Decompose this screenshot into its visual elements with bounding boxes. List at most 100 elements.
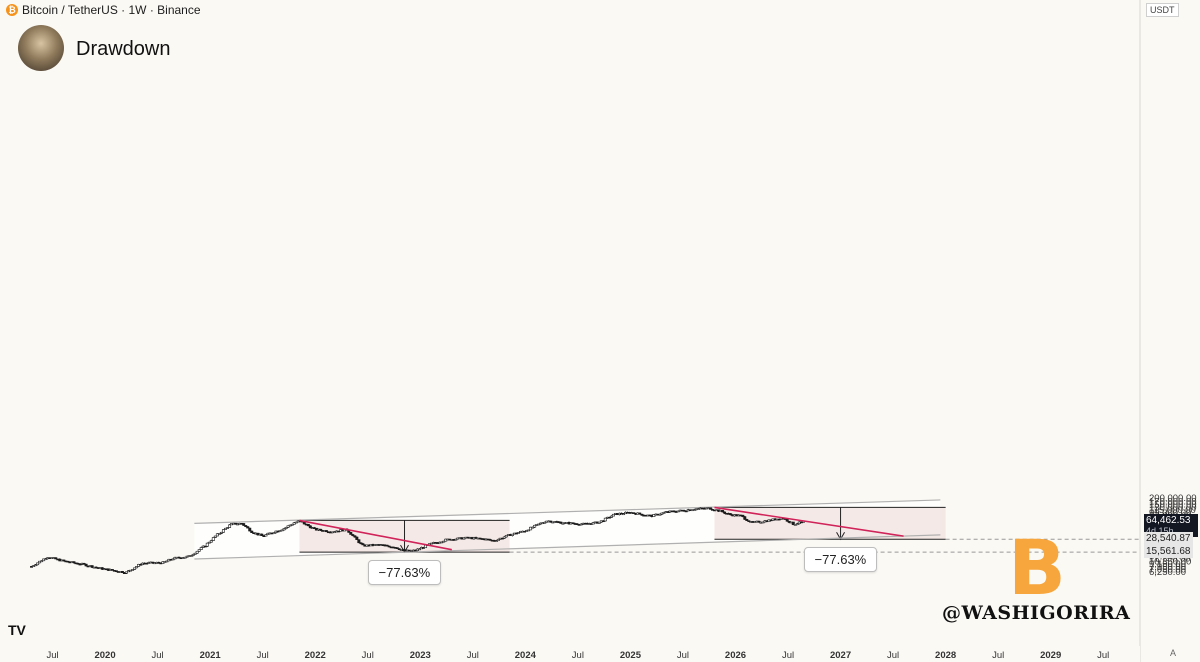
candle-body — [195, 550, 199, 554]
downtrend-line-1 — [714, 506, 904, 537]
y-tick-label: 10,350.00 — [1149, 556, 1191, 567]
axis-unit-selector[interactable]: USDT — [1146, 3, 1179, 17]
candle-body — [676, 510, 680, 513]
x-tick-label: Jul — [677, 650, 689, 661]
candle-body — [531, 526, 535, 529]
y-tick-label: 200,000.00 — [1149, 493, 1197, 504]
candle-body — [219, 531, 223, 534]
candle-body — [205, 542, 209, 547]
candle-body — [199, 547, 203, 550]
candle-body — [40, 560, 44, 563]
candle-body — [359, 542, 363, 545]
x-tick-label: Jul — [782, 650, 794, 661]
candle-body — [537, 523, 541, 526]
candle-body — [395, 547, 399, 550]
candle-body — [351, 534, 355, 536]
candle-body — [250, 530, 254, 533]
candle-body — [211, 537, 215, 541]
candle-body — [543, 521, 547, 524]
candle-body — [795, 523, 799, 525]
candle-body — [385, 544, 389, 547]
candle-body — [264, 534, 268, 537]
candle-body — [658, 513, 662, 516]
candle-body — [708, 507, 712, 510]
candle-body — [622, 513, 626, 516]
candle-body — [502, 536, 506, 539]
candle-body — [54, 557, 58, 560]
bitcoin-icon: ₿ — [6, 4, 18, 16]
candle-body — [32, 565, 36, 567]
symbol-label: Bitcoin / TetherUS · 1W · Binance — [22, 3, 201, 17]
candle-body — [417, 548, 421, 551]
candle-body — [747, 520, 751, 522]
tradingview-logo: TV — [8, 622, 26, 638]
candle-body — [114, 570, 118, 572]
bar-countdown: 4d 15h — [1146, 525, 1174, 536]
candle-body — [745, 519, 749, 521]
y-tick-label: 150,000.00 — [1149, 499, 1197, 510]
candle-body — [527, 529, 531, 532]
candle-body — [246, 526, 250, 529]
candle-body — [244, 525, 248, 527]
candle-body — [504, 534, 508, 538]
x-tick-label: Jul — [1097, 650, 1109, 661]
y-tick-label: 99,000.00 — [1149, 508, 1191, 519]
candle-body — [294, 521, 298, 524]
y-tick-label: 11,750.00 — [1149, 554, 1191, 565]
candle-body — [110, 569, 114, 571]
candle-body — [442, 540, 446, 543]
candle-body — [292, 522, 296, 525]
candle-body — [44, 558, 48, 561]
candle-body — [603, 517, 607, 522]
candle-body — [72, 561, 76, 564]
x-tick-label: 2029 — [1040, 650, 1061, 661]
candle-body — [171, 558, 175, 561]
candle-body — [133, 567, 137, 570]
candle-body — [280, 529, 284, 532]
candles — [30, 507, 805, 575]
candle-body — [272, 532, 276, 534]
candle-body — [761, 521, 765, 524]
candle-body — [684, 510, 688, 513]
candle-body — [533, 524, 537, 528]
candle-body — [290, 524, 294, 526]
candle-body — [248, 527, 252, 532]
candle-body — [454, 538, 458, 541]
candle-body — [743, 516, 747, 520]
x-tick-label: 2026 — [725, 650, 746, 661]
candle-body — [226, 527, 230, 529]
candle-body — [652, 514, 656, 517]
candle-body — [529, 526, 533, 531]
candle-body — [500, 537, 504, 540]
candle-body — [242, 523, 246, 526]
x-tick-label: 2027 — [830, 650, 851, 661]
candle-body — [640, 513, 644, 516]
candle-body — [228, 524, 232, 528]
level-tag-upper: 28,540.87 — [1144, 532, 1193, 546]
candle-body — [611, 513, 615, 517]
level-tag-lower: 15,561.68 — [1144, 545, 1193, 559]
y-tick-label: 170,000.00 — [1149, 497, 1197, 508]
x-tick-label: Jul — [572, 650, 584, 661]
drawdown-label-2022: −77.63% — [367, 560, 442, 586]
candle-body — [209, 540, 213, 543]
candle-body — [397, 548, 401, 551]
avatar — [18, 25, 64, 71]
x-tick-label: 2020 — [94, 650, 115, 661]
drawdown-label-2026: −77.63% — [803, 547, 878, 573]
candle-body — [207, 541, 211, 544]
auto-scale-toggle[interactable]: A — [1170, 648, 1177, 658]
candle-body — [494, 540, 498, 542]
x-tick-label: Jul — [467, 650, 479, 661]
candle-body — [549, 520, 553, 523]
candle-body — [203, 545, 207, 548]
candle-body — [183, 556, 187, 559]
candle-body — [741, 514, 745, 517]
x-tick-label: Jul — [887, 650, 899, 661]
x-tick-label: 2024 — [515, 650, 537, 661]
candle-body — [217, 533, 221, 535]
candle-body — [325, 530, 329, 533]
time-axis-bg — [0, 646, 1140, 662]
candle-body — [729, 513, 733, 516]
candle-body — [308, 525, 312, 529]
